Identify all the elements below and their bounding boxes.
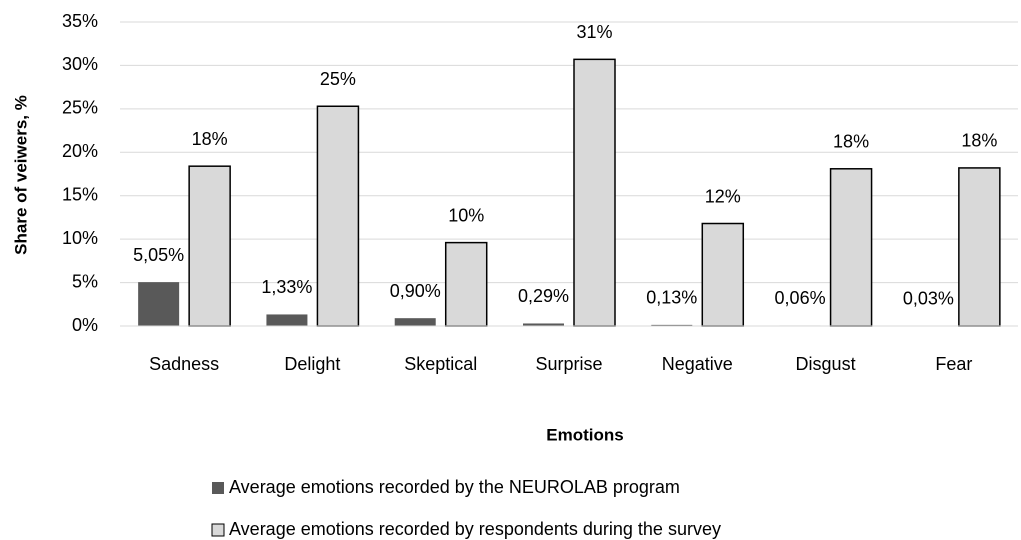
x-tick-label: Disgust <box>796 354 856 374</box>
y-tick-label: 30% <box>62 54 98 74</box>
value-label: 0,90% <box>390 281 441 301</box>
value-label: 10% <box>448 205 484 225</box>
y-tick-label: 5% <box>72 271 98 291</box>
value-label: 18% <box>833 132 869 152</box>
y-tick-label: 10% <box>62 228 98 248</box>
x-tick-label: Fear <box>935 354 972 374</box>
legend-label: Average emotions recorded by the NEUROLA… <box>229 477 680 497</box>
y-tick-label: 35% <box>62 11 98 31</box>
y-tick-label: 0% <box>72 315 98 335</box>
legend-swatch <box>211 523 225 537</box>
bar <box>701 222 745 327</box>
legend-label: Average emotions recorded by respondents… <box>229 519 721 539</box>
bar <box>394 318 436 326</box>
value-label: 0,29% <box>518 286 569 306</box>
legend-swatch <box>212 482 224 494</box>
value-label: 12% <box>705 186 741 206</box>
bar <box>651 324 693 326</box>
x-tick-label: Sadness <box>149 354 219 374</box>
y-tick-label: 25% <box>62 98 98 118</box>
value-label: 0,06% <box>775 288 826 308</box>
x-tick-label: Delight <box>284 354 340 374</box>
x-tick-label: Surprise <box>535 354 602 374</box>
value-label: 0,13% <box>646 288 697 308</box>
bar <box>138 282 180 326</box>
value-label: 5,05% <box>133 245 184 265</box>
x-tick-label: Skeptical <box>404 354 477 374</box>
bar <box>523 323 564 326</box>
bar <box>266 314 308 326</box>
value-label: 31% <box>576 22 612 42</box>
value-label: 18% <box>961 131 997 151</box>
value-label: 1,33% <box>261 277 312 297</box>
value-label: 18% <box>192 129 228 149</box>
x-axis-title: Emotions <box>546 425 623 444</box>
bar <box>829 168 873 327</box>
y-axis-title: Share of veiwers, % <box>11 95 30 255</box>
y-tick-label: 15% <box>62 184 98 204</box>
x-tick-label: Negative <box>662 354 733 374</box>
value-label: 0,03% <box>903 288 954 308</box>
bar <box>444 241 488 327</box>
bar <box>316 105 360 327</box>
value-label: 25% <box>320 69 356 89</box>
bar <box>958 167 1001 327</box>
bar <box>188 165 231 327</box>
bar <box>573 58 616 327</box>
y-tick-label: 20% <box>62 141 98 161</box>
